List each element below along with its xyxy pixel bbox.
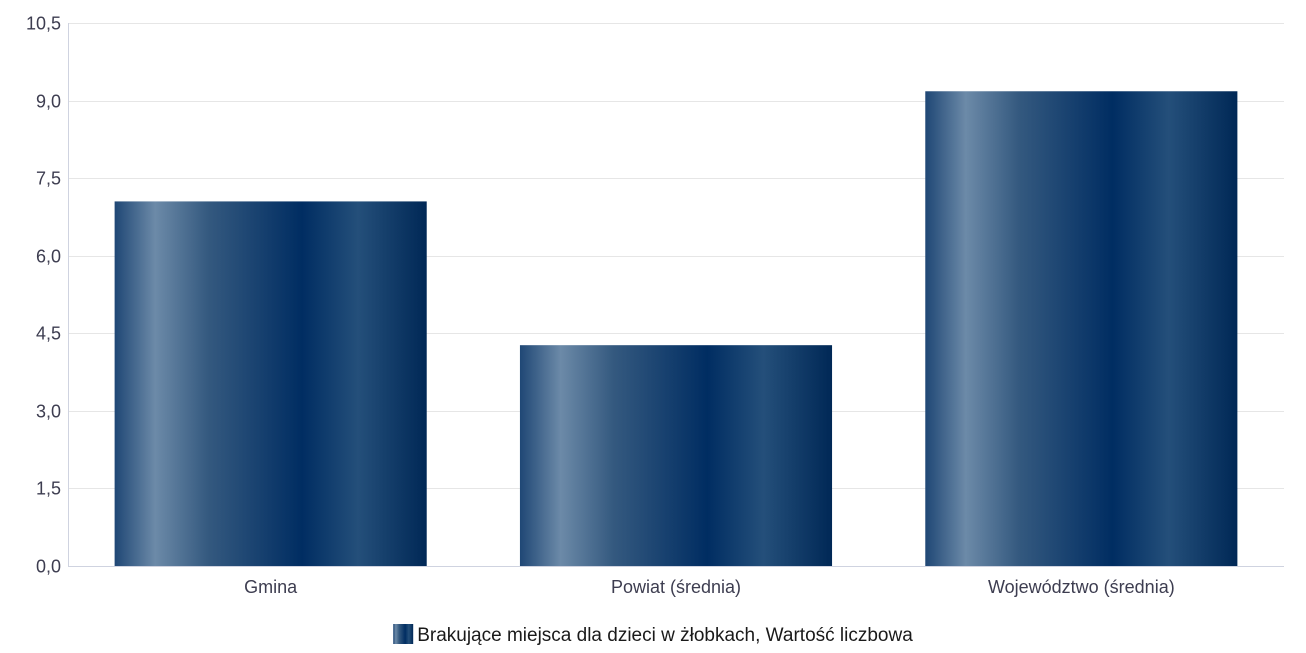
bar-2[interactable]: [925, 91, 1238, 567]
bars: [114, 91, 1238, 567]
y-tick-label: 7,5: [36, 169, 61, 189]
legend-swatch[interactable]: [393, 624, 414, 644]
bar-1[interactable]: [519, 345, 833, 566]
axes: [68, 23, 1284, 567]
y-tick-label: 0,0: [36, 557, 61, 577]
x-category-label: Województwo (średnia): [988, 577, 1175, 597]
bar-0[interactable]: [114, 201, 427, 566]
y-tick-label: 4,5: [36, 324, 61, 344]
y-tick-label: 3,0: [36, 402, 61, 422]
legend[interactable]: Brakujące miejsca dla dzieci w żłobkach,…: [393, 624, 913, 646]
x-category-labels: Gmina Powiat (średnia) Województwo (średni…: [244, 577, 1175, 597]
x-category-label: Gmina: [244, 577, 298, 597]
y-tick-labels: 0,0 1,5 3,0 4,5 6,0 7,5 9,0 10,5: [26, 14, 61, 577]
legend-label[interactable]: Brakujące miejsca dla dzieci w żłobkach,…: [417, 625, 913, 646]
y-tick-label: 9,0: [36, 92, 61, 112]
y-tick-label: 10,5: [26, 14, 61, 34]
x-category-label: Powiat (średnia): [611, 577, 741, 597]
y-tick-label: 1,5: [36, 479, 61, 499]
y-tick-label: 6,0: [36, 247, 61, 267]
